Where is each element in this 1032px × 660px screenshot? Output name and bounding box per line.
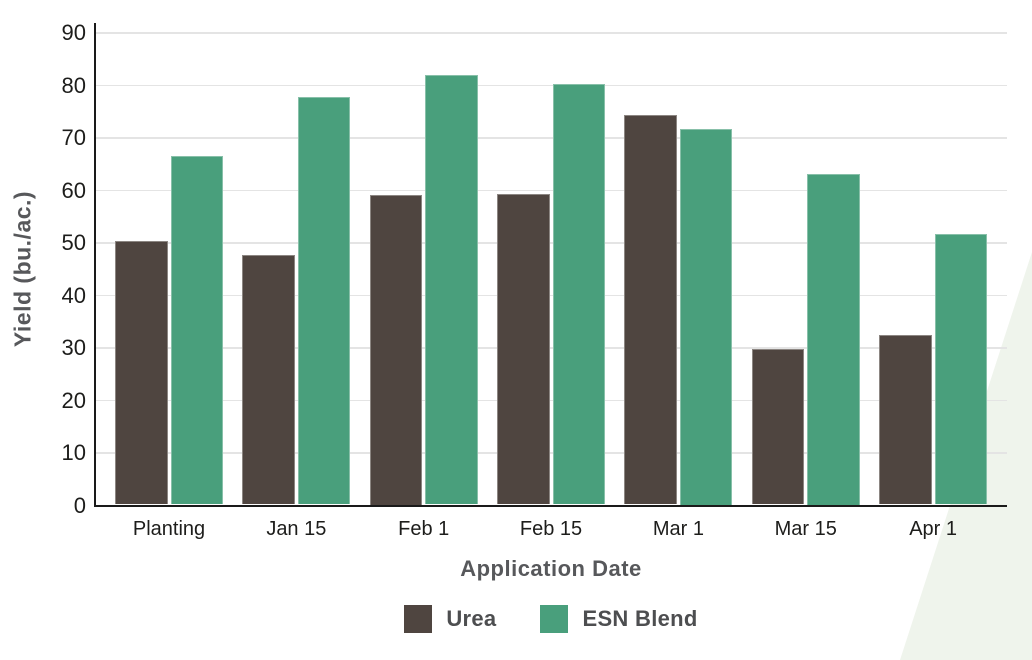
y-axis-tick-label: 20 bbox=[61, 387, 86, 413]
bar-urea-apr-1 bbox=[879, 334, 932, 505]
gridline bbox=[95, 137, 1007, 139]
gridline bbox=[95, 32, 1007, 34]
bar-esn-blend-feb-1 bbox=[425, 75, 478, 505]
y-axis-tick-label: 30 bbox=[61, 335, 86, 360]
y-axis-tick-label: 60 bbox=[61, 177, 86, 203]
bar-urea-mar-15 bbox=[751, 349, 805, 505]
x-axis-category-label: Feb 1 bbox=[398, 518, 450, 540]
x-axis-category-label: Mar 1 bbox=[652, 518, 704, 540]
y-axis-line bbox=[94, 23, 96, 507]
legend: Urea ESN Blend bbox=[95, 605, 1007, 633]
y-axis-tick-label: 80 bbox=[61, 72, 86, 98]
x-axis-line bbox=[94, 504, 1007, 507]
legend-item-esn-blend: ESN Blend bbox=[540, 605, 697, 633]
x-axis-category-label: Jan 15 bbox=[266, 518, 327, 540]
gridline bbox=[95, 347, 1007, 349]
bar-urea-jan-15 bbox=[242, 254, 295, 505]
y-axis-tick-label: 90 bbox=[61, 20, 86, 45]
y-axis-tick-label: 40 bbox=[61, 282, 86, 308]
bar-esn-blend-mar-15 bbox=[807, 173, 860, 505]
bar-urea-planting bbox=[115, 240, 168, 505]
gridline bbox=[95, 452, 1007, 454]
legend-label: Urea bbox=[446, 606, 497, 631]
gridline bbox=[95, 84, 1007, 87]
bar-urea-mar-1 bbox=[624, 115, 677, 505]
bar-esn-blend-planting bbox=[170, 156, 223, 505]
gridline bbox=[95, 294, 1007, 297]
x-axis-category-label: Feb 15 bbox=[519, 518, 583, 540]
x-axis-category-label: Mar 15 bbox=[774, 518, 837, 540]
bar-esn-blend-mar-1 bbox=[679, 129, 733, 505]
bar-esn-blend-feb-15 bbox=[552, 83, 606, 505]
y-axis-tick-label: 0 bbox=[73, 492, 86, 518]
x-axis-category-label: Planting bbox=[132, 518, 206, 540]
y-axis-title-text: Yield (bu./ac.) bbox=[9, 190, 36, 348]
bar-esn-blend-jan-15 bbox=[297, 97, 351, 505]
x-axis-category-label: Apr 1 bbox=[909, 518, 957, 540]
legend-swatch-urea bbox=[404, 605, 433, 633]
gridline bbox=[95, 399, 1007, 402]
legend-label: ESN Blend bbox=[582, 606, 698, 631]
bar-urea-feb-1 bbox=[369, 194, 423, 505]
gridline bbox=[95, 242, 1007, 244]
legend-swatch-esn-blend bbox=[540, 605, 569, 633]
legend-item-urea: Urea bbox=[404, 605, 496, 633]
y-axis-tick-label: 50 bbox=[61, 230, 86, 255]
x-axis-title: Application Date bbox=[460, 556, 642, 581]
gridline bbox=[95, 189, 1007, 192]
y-axis-tick-label: 10 bbox=[61, 440, 86, 465]
bar-esn-blend-apr-1 bbox=[934, 233, 988, 505]
y-axis-tick-label: 70 bbox=[61, 125, 86, 150]
bar-urea-feb-15 bbox=[497, 193, 550, 505]
